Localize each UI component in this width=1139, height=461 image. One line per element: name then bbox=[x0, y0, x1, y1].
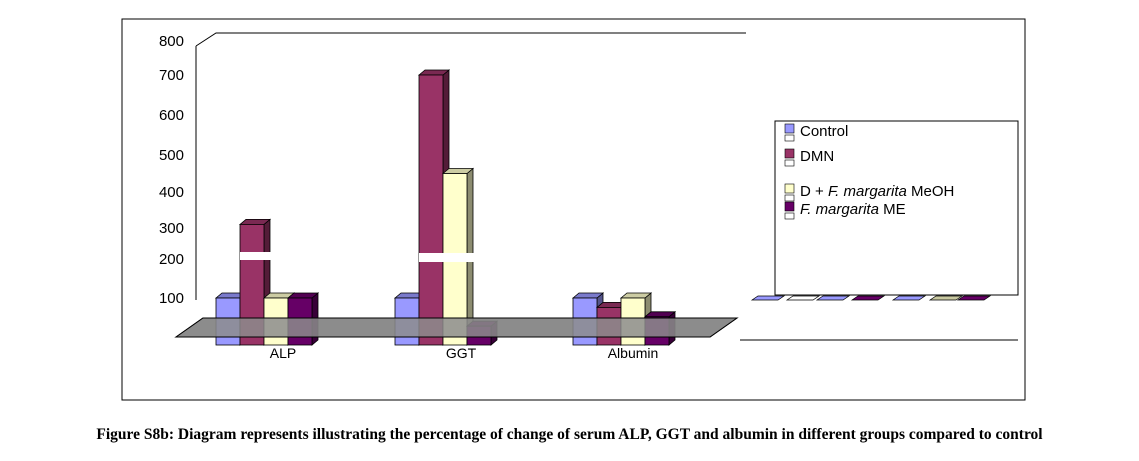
legend-label: F. margarita ME bbox=[800, 201, 906, 218]
legend-strip-swatch bbox=[850, 295, 886, 301]
category-label: ALP bbox=[270, 345, 296, 361]
legend-swatch-base bbox=[784, 194, 795, 202]
y-tick-label: 400 bbox=[159, 184, 184, 201]
legend-swatch bbox=[784, 148, 795, 159]
legend-strip-swatch bbox=[928, 295, 964, 301]
y-tick-label: 600 bbox=[159, 107, 184, 124]
legend-swatch-base bbox=[784, 134, 795, 142]
legend-swatch bbox=[784, 123, 795, 134]
legend-strip-swatch bbox=[785, 295, 821, 301]
y-tick-label: 500 bbox=[159, 147, 184, 164]
y-tick-label: 700 bbox=[159, 67, 184, 84]
legend-swatch-base bbox=[784, 212, 795, 220]
legend-swatch bbox=[784, 201, 795, 212]
chart-figure: 800 700 600 500 400 300 200 100 ALP GGT Albumin C… bbox=[121, 18, 1026, 401]
legend-strip-swatch bbox=[750, 295, 786, 301]
legend-strip-swatch bbox=[891, 295, 927, 301]
legend-strip-swatch bbox=[815, 295, 851, 301]
y-tick-label: 200 bbox=[159, 251, 184, 268]
legend-label: D + F. margarita MeOH bbox=[800, 183, 954, 200]
y-tick-label: 300 bbox=[159, 220, 184, 237]
x-axis: ALP GGT Albumin bbox=[270, 339, 1018, 361]
figure-caption: Figure S8b: Diagram represents illustrat… bbox=[96, 426, 1043, 443]
y-axis: 800 700 600 500 400 300 200 100 bbox=[159, 33, 184, 307]
legend-color-strip bbox=[750, 295, 992, 301]
legend-label: Control bbox=[800, 123, 848, 140]
back-wall bbox=[195, 32, 746, 300]
legend-box bbox=[774, 120, 1019, 296]
category-label: Albumin bbox=[608, 345, 659, 361]
render-gap bbox=[240, 252, 290, 260]
y-tick-label: 100 bbox=[159, 290, 184, 307]
legend-label: DMN bbox=[800, 148, 834, 165]
category-label: GGT bbox=[446, 345, 477, 361]
y-tick-label: 800 bbox=[159, 33, 184, 50]
legend-swatch bbox=[784, 183, 795, 194]
render-gap bbox=[419, 253, 474, 262]
floor-plate-front bbox=[174, 317, 739, 338]
legend-swatch-base bbox=[784, 159, 795, 167]
legend-strip-swatch bbox=[956, 295, 992, 301]
